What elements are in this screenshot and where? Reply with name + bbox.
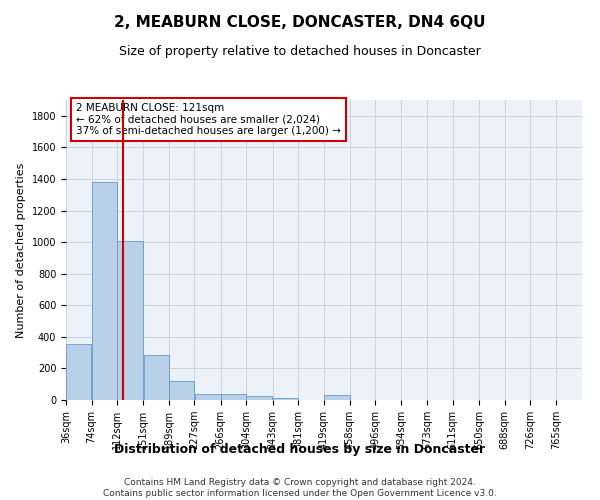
Bar [169, 381, 194, 400]
Bar [247, 396, 272, 400]
Text: Distribution of detached houses by size in Doncaster: Distribution of detached houses by size … [115, 442, 485, 456]
Bar [194, 394, 221, 400]
Bar [324, 396, 350, 400]
Y-axis label: Number of detached properties: Number of detached properties [16, 162, 26, 338]
Text: 2, MEABURN CLOSE, DONCASTER, DN4 6QU: 2, MEABURN CLOSE, DONCASTER, DN4 6QU [114, 15, 486, 30]
Text: Size of property relative to detached houses in Doncaster: Size of property relative to detached ho… [119, 45, 481, 58]
Bar [143, 355, 169, 400]
Bar [273, 398, 298, 400]
Text: Contains HM Land Registry data © Crown copyright and database right 2024.
Contai: Contains HM Land Registry data © Crown c… [103, 478, 497, 498]
Bar [92, 182, 117, 400]
Bar [117, 240, 143, 400]
Bar [221, 394, 246, 400]
Bar [66, 344, 91, 400]
Text: 2 MEABURN CLOSE: 121sqm
← 62% of detached houses are smaller (2,024)
37% of semi: 2 MEABURN CLOSE: 121sqm ← 62% of detache… [76, 103, 341, 136]
